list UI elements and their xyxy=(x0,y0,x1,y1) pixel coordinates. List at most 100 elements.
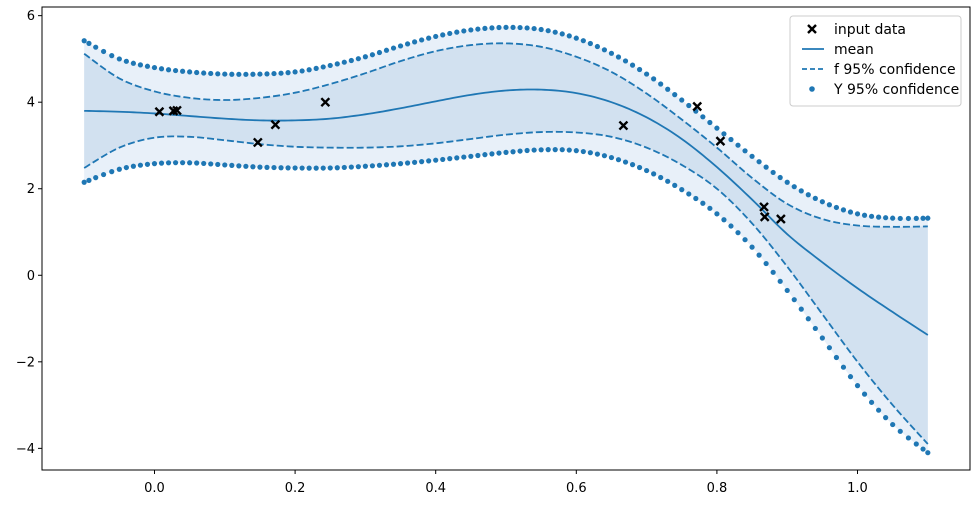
legend-x-marker-icon xyxy=(807,24,817,34)
input-data-markers xyxy=(154,97,786,224)
y-upper-dot xyxy=(798,188,804,194)
y-upper-dot xyxy=(805,192,811,198)
y-upper-dot xyxy=(320,64,326,70)
y-lower-dot xyxy=(615,157,622,163)
confidence-bands xyxy=(84,27,928,453)
y-upper-dot xyxy=(679,97,685,103)
input-data-point xyxy=(618,120,629,131)
y-upper-dot xyxy=(100,48,107,55)
y-lower-dot xyxy=(137,162,144,168)
y-lower-dot xyxy=(847,374,854,380)
f-upper-line xyxy=(83,42,928,228)
y-lower-dot xyxy=(306,165,312,171)
y-lower-dot xyxy=(243,163,249,169)
y-upper-dot xyxy=(552,29,558,35)
y-lower-dot xyxy=(229,162,235,168)
y-upper-dot xyxy=(327,62,333,69)
y-lower-dot xyxy=(250,164,256,170)
y-lower-dot xyxy=(686,191,692,197)
y-lower-dot xyxy=(913,441,919,447)
y-upper-dot xyxy=(651,76,657,82)
y-upper-dot xyxy=(383,47,390,53)
y-lower-dot xyxy=(158,160,165,166)
y-upper-dot xyxy=(461,28,467,34)
y-upper-dot xyxy=(292,69,298,75)
y-tick-label: −4 xyxy=(16,442,35,457)
y-lower-dot xyxy=(714,211,720,217)
input-data-point xyxy=(759,202,769,212)
y-lower-dot xyxy=(608,154,615,161)
y-upper-dot xyxy=(686,102,692,109)
x-tick-label: 0.6 xyxy=(566,481,587,496)
y-upper-dot xyxy=(496,24,502,31)
y-lower-dot xyxy=(805,316,811,322)
y-upper-dot xyxy=(636,66,643,73)
y-upper-dot xyxy=(847,209,854,215)
y-lower-dot xyxy=(440,156,446,163)
y-upper-dot xyxy=(587,40,593,47)
legend-label: input data xyxy=(834,22,906,38)
y-upper-dot xyxy=(545,28,551,34)
y-upper-dot xyxy=(925,215,931,221)
input-data-point xyxy=(320,97,331,108)
y-lower-dot xyxy=(826,345,832,351)
y-upper-dot xyxy=(137,62,144,68)
y-lower-dot xyxy=(798,306,804,312)
y-upper-dot xyxy=(770,169,776,176)
input-data-point xyxy=(715,136,726,146)
y-lower-dot xyxy=(791,297,797,303)
y-lower-dot xyxy=(812,325,818,332)
y-lower-dot xyxy=(833,354,840,361)
y-tick-label: 6 xyxy=(27,9,35,24)
y-upper-dot xyxy=(376,49,383,56)
y-tick-label: 0 xyxy=(27,269,35,284)
y-upper-dot xyxy=(833,204,840,211)
y-upper-dot xyxy=(531,25,537,32)
y-upper-dot xyxy=(913,215,919,221)
f-lower-line xyxy=(83,130,929,445)
y-lower-dot xyxy=(390,161,397,167)
y-lower-dot xyxy=(503,149,509,155)
y-upper-dot xyxy=(468,27,474,33)
input-data-point xyxy=(154,106,165,117)
y-upper-dot xyxy=(742,148,748,154)
y-lower-dot xyxy=(194,160,200,166)
y-axis: −4 −2 0 2 4 6 xyxy=(16,9,42,457)
y-lower-dot xyxy=(404,160,411,166)
y-upper-dot xyxy=(144,63,151,69)
y-lower-dot xyxy=(777,278,783,284)
y-upper-dot xyxy=(665,86,671,92)
y-lower-dot xyxy=(721,217,727,223)
y-lower-dot xyxy=(587,150,593,156)
y-lower-dot xyxy=(151,161,158,167)
input-data-point xyxy=(759,212,770,222)
y-lower-dot xyxy=(897,428,903,434)
y-lower-dot xyxy=(468,153,474,159)
y-upper-dot xyxy=(222,71,228,77)
x-tick-label: 1.0 xyxy=(847,481,868,496)
y-lower-dot xyxy=(700,200,706,206)
y-lower-dot xyxy=(763,260,769,267)
y-lower-dot xyxy=(770,269,776,275)
y-lower-dot xyxy=(369,163,376,169)
y-upper-dot xyxy=(721,131,727,137)
y-lower-dot xyxy=(854,383,861,389)
y-upper-dot xyxy=(299,68,305,74)
y-upper-dot xyxy=(861,212,868,218)
y-lower-dot xyxy=(355,164,361,170)
y-lower-dot xyxy=(672,182,678,188)
y-upper-dot xyxy=(201,70,207,76)
y-upper-dot xyxy=(123,58,129,64)
y-upper-dot xyxy=(348,57,354,64)
y-upper-dot xyxy=(93,44,99,50)
y-tick-label: 4 xyxy=(27,96,35,111)
y-lower-dot xyxy=(890,421,896,428)
y-upper-dot xyxy=(517,24,523,31)
x-tick-label: 0.8 xyxy=(707,481,728,496)
legend-label: f 95% confidence xyxy=(834,62,956,78)
y-lower-dot xyxy=(201,160,207,167)
x-axis: 0.0 0.2 0.4 0.6 0.8 1.0 xyxy=(144,470,868,496)
input-data-point xyxy=(692,101,703,112)
y-upper-dot xyxy=(426,35,432,41)
y-upper-dot xyxy=(412,39,418,45)
